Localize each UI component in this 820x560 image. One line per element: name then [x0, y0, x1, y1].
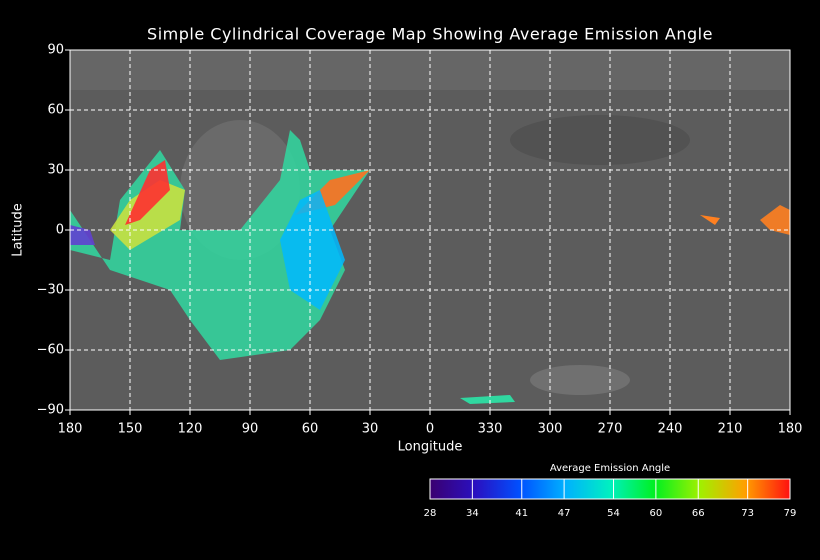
- terrain: [530, 365, 630, 395]
- x-tick-label: 120: [178, 422, 203, 437]
- y-tick-label: 60: [47, 103, 64, 118]
- coverage: [460, 395, 515, 404]
- x-tick-label: 210: [718, 422, 743, 437]
- y-tick-label: −30: [37, 283, 64, 298]
- colorbar-tick-label: 66: [692, 508, 705, 519]
- terrain: [70, 50, 790, 90]
- colorbar-tick-label: 41: [515, 508, 528, 519]
- x-tick-label: 30: [362, 422, 379, 437]
- x-axis-label: Longitude: [398, 440, 463, 455]
- colorbar-tick-label: 34: [466, 508, 479, 519]
- x-tick-label: 240: [658, 422, 683, 437]
- colorbar-tick-label: 28: [424, 508, 437, 519]
- chart-title: Simple Cylindrical Coverage Map Showing …: [147, 25, 713, 44]
- colorbar-tick-label: 60: [650, 508, 663, 519]
- x-tick-label: 0: [426, 422, 434, 437]
- terrain: [510, 115, 690, 165]
- colorbar-tick-label: 47: [558, 508, 571, 519]
- x-tick-label: 60: [302, 422, 319, 437]
- x-tick-label: 90: [242, 422, 259, 437]
- coverage: [125, 160, 170, 225]
- coverage: [760, 205, 790, 235]
- coverage: [110, 180, 185, 250]
- colorbar-label: Average Emission Angle: [550, 463, 670, 474]
- coverage: [280, 190, 345, 310]
- x-tick-label: 180: [58, 422, 83, 437]
- y-tick-label: 0: [56, 223, 64, 238]
- y-tick-label: −60: [37, 343, 64, 358]
- coverage: [700, 215, 720, 225]
- colorbar-tick-label: 54: [607, 508, 620, 519]
- y-tick-label: 30: [47, 163, 64, 178]
- y-tick-label: −90: [37, 403, 64, 418]
- y-tick-label: 90: [47, 43, 64, 58]
- x-tick-label: 300: [538, 422, 563, 437]
- coverage: [70, 225, 95, 245]
- x-tick-label: 150: [118, 422, 143, 437]
- colorbar: [429, 478, 791, 500]
- x-tick-label: 270: [598, 422, 623, 437]
- y-axis-label: Latitude: [11, 203, 26, 257]
- x-tick-label: 330: [478, 422, 503, 437]
- colorbar-tick-label: 79: [784, 508, 797, 519]
- x-tick-label: 180: [778, 422, 803, 437]
- colorbar-tick-label: 73: [741, 508, 754, 519]
